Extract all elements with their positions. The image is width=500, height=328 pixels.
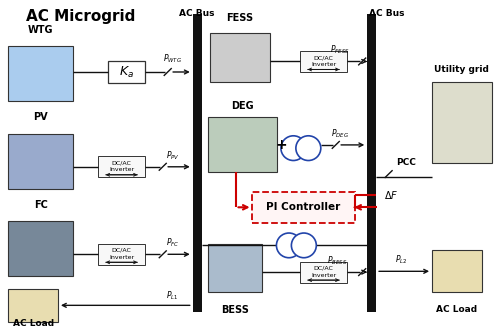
Text: Inverter: Inverter [109,255,134,260]
Bar [432,82,492,163]
Text: $P_{WTG}$: $P_{WTG}$ [163,53,182,65]
Bar [208,244,262,292]
Bar [8,133,73,189]
Bar [300,262,347,283]
Text: PI Controller: PI Controller [266,202,340,212]
Text: Inverter: Inverter [311,273,336,278]
Text: $P_{FESS}$: $P_{FESS}$ [330,44,349,56]
Text: $P_{FC}$: $P_{FC}$ [166,237,179,249]
Text: FESS: FESS [226,13,254,23]
Bar [367,14,376,312]
Bar [8,221,73,276]
Text: BESS: BESS [221,305,249,315]
Text: $P_{BESS}$: $P_{BESS}$ [327,255,347,267]
Bar [8,46,73,101]
Bar [108,61,146,83]
Ellipse shape [296,136,321,160]
Text: $P_{L2}$: $P_{L2}$ [395,254,407,266]
Ellipse shape [292,233,316,258]
Bar [210,33,270,82]
Text: +: + [276,138,287,152]
Ellipse shape [281,136,306,160]
Text: DEG: DEG [231,101,254,111]
Text: AC Bus: AC Bus [180,9,215,18]
Bar [432,250,482,292]
Text: DC/AC: DC/AC [112,160,132,166]
Text: AC Load: AC Load [12,319,53,328]
Text: DC/AC: DC/AC [314,55,334,60]
Text: $P_{PV}$: $P_{PV}$ [166,149,179,162]
Text: AC Load: AC Load [436,305,478,314]
Text: DC/AC: DC/AC [112,248,132,253]
Bar [98,244,146,265]
Bar [252,192,354,223]
Ellipse shape [276,233,301,258]
Bar [8,289,58,321]
Text: AC Bus: AC Bus [369,9,404,18]
Text: $\Delta F$: $\Delta F$ [384,189,398,201]
Text: FC: FC [34,200,48,210]
Bar [300,51,347,72]
Text: $P_{DEG}$: $P_{DEG}$ [331,127,348,140]
Bar [208,117,278,173]
Text: PCC: PCC [396,158,416,167]
Text: Inverter: Inverter [109,168,134,173]
Text: WTG: WTG [28,25,54,35]
Text: Inverter: Inverter [311,62,336,67]
Bar [98,156,146,177]
Text: PV: PV [34,112,48,122]
Text: DC/AC: DC/AC [314,266,334,271]
Text: $K_a$: $K_a$ [119,64,134,80]
Text: AC Microgrid: AC Microgrid [26,9,135,24]
Text: $P_{L1}$: $P_{L1}$ [166,289,179,302]
Text: Utility grid: Utility grid [434,65,490,73]
Bar [192,14,202,312]
